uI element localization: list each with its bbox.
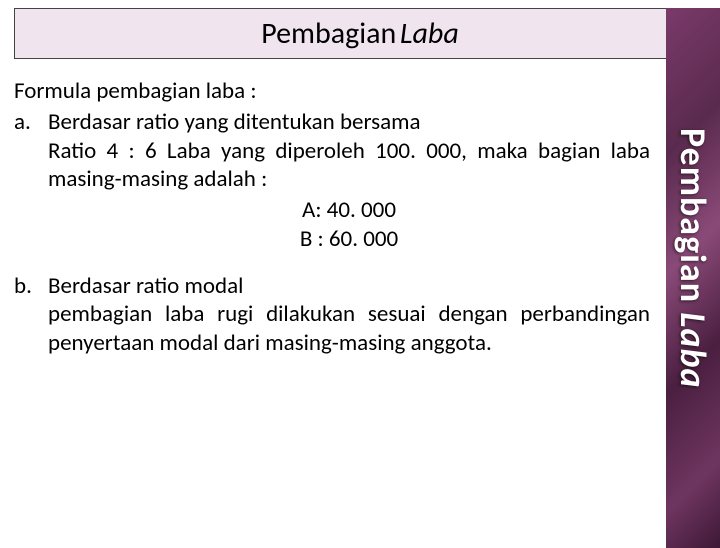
slide-body: Formula pembagian laba : a. Berdasar rat… xyxy=(0,59,720,358)
list-item-b: b. Berdasar ratio modal pembagian laba r… xyxy=(14,272,650,358)
item-body: Berdasar ratio modal pembagian laba rugi… xyxy=(48,272,650,358)
item-a-line1: Berdasar ratio yang ditentukan bersama xyxy=(48,108,421,136)
calc-b: B : 60. 000 xyxy=(300,225,398,253)
list-item-a: a. Berdasar ratio yang ditentukan bersam… xyxy=(14,108,650,254)
slide-title-bar: Pembagian Laba xyxy=(14,8,706,59)
side-word1: Pembagian xyxy=(671,128,715,303)
title-word2: Laba xyxy=(400,15,459,52)
calc-a: A: 40. 000 xyxy=(302,196,396,224)
side-label: Pembagian Laba xyxy=(671,128,715,388)
intro-text: Formula pembagian laba : xyxy=(14,77,650,106)
item-b-text: Berdasar ratio modal pembagian laba rugi… xyxy=(48,272,650,358)
item-body: Berdasar ratio yang ditentukan bersama R… xyxy=(48,108,650,254)
item-a-line2: Ratio 4 : 6 Laba yang diperoleh 100. 000… xyxy=(48,137,650,194)
side-panel: Pembagian Laba xyxy=(666,8,720,548)
side-word2: Laba xyxy=(671,312,715,388)
calc-block: A: 40. 000 B : 60. 000 xyxy=(48,196,650,254)
item-marker: b. xyxy=(14,272,48,358)
title-word1: Pembagian xyxy=(261,15,396,52)
item-marker: a. xyxy=(14,108,48,254)
